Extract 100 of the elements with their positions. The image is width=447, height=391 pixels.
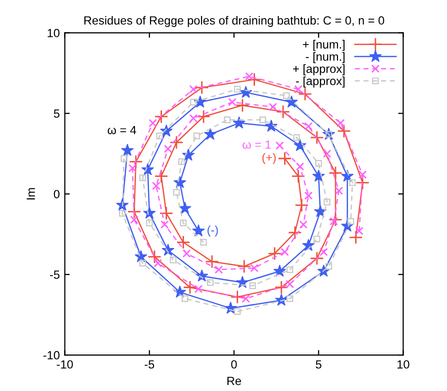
y-tick-label: 5 <box>54 110 60 118</box>
point <box>310 130 324 144</box>
point <box>156 132 163 140</box>
point <box>285 95 298 108</box>
point <box>170 256 176 264</box>
point <box>314 236 320 242</box>
y-axis-title: Im <box>26 188 35 200</box>
point <box>128 164 137 172</box>
point <box>325 263 332 270</box>
point <box>224 116 231 124</box>
chart-title: Residues of Regge poles of draining bathtub: C = 0, n = 0 <box>84 16 384 27</box>
y-tick-label: -10 <box>43 351 60 360</box>
point <box>245 72 254 81</box>
point <box>200 238 207 246</box>
point <box>230 290 244 304</box>
point <box>178 202 192 214</box>
annotation: (+) <box>262 152 276 164</box>
point <box>249 282 256 290</box>
point <box>228 98 236 106</box>
point <box>182 295 188 302</box>
point <box>160 220 169 229</box>
point <box>276 104 290 119</box>
point <box>242 294 250 303</box>
point <box>291 169 306 184</box>
point <box>189 85 198 94</box>
point <box>250 264 258 272</box>
point <box>274 280 288 294</box>
point <box>192 224 205 236</box>
y-tick-label: 0 <box>54 190 60 198</box>
point <box>294 85 302 94</box>
point <box>146 220 153 226</box>
point <box>349 179 356 186</box>
point <box>347 218 354 225</box>
x-tick-label: 5 <box>316 360 322 369</box>
point <box>320 248 328 256</box>
point <box>302 238 315 251</box>
point <box>205 254 219 269</box>
point <box>237 259 252 274</box>
point <box>273 264 286 277</box>
point <box>268 102 278 112</box>
point <box>315 160 322 167</box>
point <box>148 250 162 264</box>
point <box>278 152 292 166</box>
point <box>232 116 246 129</box>
point <box>180 220 187 226</box>
point <box>337 124 351 138</box>
point <box>348 230 363 244</box>
point <box>119 210 126 217</box>
point <box>299 220 308 229</box>
point <box>183 280 197 294</box>
point <box>120 155 128 162</box>
point <box>322 149 332 158</box>
point <box>176 235 190 250</box>
point <box>154 169 168 184</box>
point <box>288 226 302 240</box>
point <box>130 216 138 224</box>
point <box>286 266 294 273</box>
point <box>328 166 342 180</box>
y-tick-label: 10 <box>48 28 60 38</box>
point <box>286 280 294 288</box>
point <box>143 206 156 219</box>
point <box>139 260 146 267</box>
point <box>304 122 313 130</box>
point <box>234 86 241 93</box>
point <box>234 308 241 315</box>
point <box>247 72 262 87</box>
point <box>259 116 266 124</box>
point <box>182 249 191 258</box>
annotation: (-) <box>208 225 218 236</box>
legend-label: - [approx] <box>296 76 345 88</box>
point <box>128 154 143 169</box>
point <box>154 110 168 124</box>
point <box>293 134 300 141</box>
point <box>336 118 345 128</box>
point <box>194 284 203 294</box>
point <box>139 174 146 182</box>
point <box>196 110 210 124</box>
point <box>154 259 162 268</box>
point <box>178 158 185 166</box>
point <box>358 170 367 179</box>
point <box>304 191 313 200</box>
x-tick-label: -5 <box>144 360 154 369</box>
point <box>330 217 338 226</box>
y-tick-label: -5 <box>50 270 60 279</box>
point <box>268 246 282 260</box>
point <box>286 295 294 302</box>
x-axis-title: Re <box>227 376 242 386</box>
point <box>190 98 197 106</box>
point <box>356 176 370 190</box>
x-tick-label: 0 <box>231 360 237 369</box>
point <box>312 170 325 182</box>
point <box>214 265 223 274</box>
point <box>314 204 327 218</box>
point <box>121 144 134 156</box>
point <box>280 248 289 256</box>
point <box>164 144 172 153</box>
point <box>236 98 250 112</box>
point <box>152 182 160 190</box>
point <box>310 251 324 266</box>
point <box>127 204 142 219</box>
